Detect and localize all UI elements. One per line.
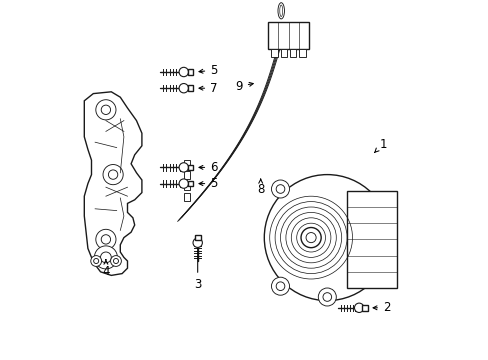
Circle shape: [301, 228, 321, 248]
Circle shape: [322, 293, 331, 301]
Circle shape: [179, 179, 188, 188]
Circle shape: [101, 252, 111, 263]
Text: 2: 2: [372, 301, 389, 314]
Circle shape: [91, 256, 102, 266]
Circle shape: [276, 282, 284, 291]
Circle shape: [96, 100, 116, 120]
Circle shape: [318, 288, 336, 306]
Circle shape: [101, 235, 110, 244]
FancyBboxPatch shape: [183, 171, 189, 179]
Circle shape: [179, 67, 188, 77]
Circle shape: [354, 303, 363, 312]
Circle shape: [276, 185, 284, 193]
Polygon shape: [362, 305, 367, 311]
Ellipse shape: [277, 3, 284, 19]
Ellipse shape: [279, 5, 282, 17]
Text: 7: 7: [199, 82, 217, 95]
Circle shape: [271, 180, 289, 198]
Text: 6: 6: [199, 161, 217, 174]
Text: 5: 5: [199, 177, 217, 190]
FancyBboxPatch shape: [183, 160, 189, 168]
Polygon shape: [194, 235, 200, 240]
FancyBboxPatch shape: [267, 22, 309, 49]
FancyBboxPatch shape: [289, 49, 296, 57]
Circle shape: [193, 238, 202, 247]
Circle shape: [179, 163, 188, 172]
Polygon shape: [187, 181, 193, 186]
Text: 3: 3: [194, 238, 201, 291]
Circle shape: [113, 258, 118, 264]
Polygon shape: [84, 92, 142, 275]
Circle shape: [96, 229, 116, 249]
Circle shape: [271, 277, 289, 295]
FancyBboxPatch shape: [183, 193, 189, 201]
FancyBboxPatch shape: [271, 49, 277, 57]
FancyBboxPatch shape: [299, 49, 305, 57]
FancyBboxPatch shape: [346, 191, 397, 288]
Polygon shape: [187, 69, 193, 75]
Text: 9: 9: [235, 80, 253, 93]
Circle shape: [94, 258, 99, 264]
FancyBboxPatch shape: [280, 49, 286, 57]
Polygon shape: [187, 85, 193, 91]
Circle shape: [101, 105, 110, 114]
Text: 4: 4: [102, 260, 109, 278]
Circle shape: [110, 256, 121, 266]
Circle shape: [179, 84, 188, 93]
Circle shape: [94, 246, 117, 269]
FancyBboxPatch shape: [183, 182, 189, 190]
Circle shape: [305, 233, 316, 243]
Text: 1: 1: [374, 138, 386, 153]
Circle shape: [103, 165, 123, 185]
Polygon shape: [187, 165, 193, 170]
Circle shape: [264, 175, 389, 301]
Circle shape: [108, 170, 118, 179]
Text: 8: 8: [257, 179, 264, 195]
Text: 5: 5: [199, 64, 217, 77]
